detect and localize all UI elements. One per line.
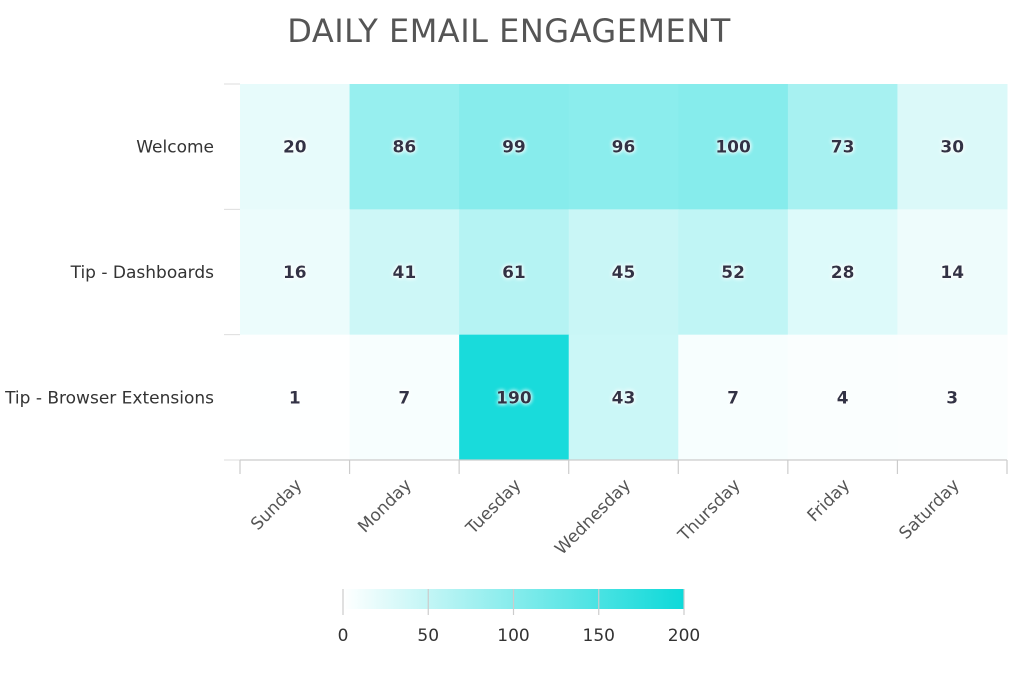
y-axis-label: Tip - Browser Extensions — [4, 388, 214, 408]
heatmap-cell — [787, 84, 898, 210]
colorbar-tick-label: 200 — [668, 626, 700, 646]
x-axis-label: Tuesday — [462, 475, 526, 539]
colorbar-tick-label: 50 — [417, 626, 439, 646]
x-axis-label: Monday — [354, 475, 416, 537]
colorbar-tick-label: 100 — [497, 626, 529, 646]
heatmap-cell — [349, 84, 460, 210]
heatmap-cell — [240, 209, 351, 336]
y-axis-label: Welcome — [136, 138, 214, 158]
y-axis-label: Tip - Dashboards — [70, 263, 215, 283]
chart-title: DAILY EMAIL ENGAGEMENT — [287, 12, 731, 50]
x-axis-label: Sunday — [247, 475, 306, 534]
heatmap-cell — [459, 209, 570, 336]
cell-value-label: 41 — [393, 263, 417, 283]
heatmap-cell — [568, 84, 679, 210]
heatmap-cell — [678, 84, 789, 210]
cell-value-label: 73 — [831, 138, 855, 158]
cell-value-label: 3 — [946, 388, 958, 408]
heatmap-cell — [459, 84, 570, 210]
heatmap-cell — [568, 209, 679, 336]
cell-value-label: 4 — [837, 388, 849, 408]
cell-value-label: 61 — [502, 263, 526, 283]
cell-value-label: 28 — [831, 263, 855, 283]
cell-value-label: 99 — [502, 138, 526, 158]
cell-value-label: 52 — [721, 263, 745, 283]
cell-value-label: 96 — [612, 138, 636, 158]
heatmap-cell — [240, 334, 351, 461]
heatmap-cell — [678, 209, 789, 336]
heatmap-cell — [349, 209, 460, 336]
heatmap-cell — [349, 334, 460, 461]
heatmap-cell — [240, 84, 351, 210]
cell-value-label: 190 — [496, 388, 532, 408]
x-axis-label: Wednesday — [551, 475, 635, 559]
cell-value-label: 45 — [612, 263, 636, 283]
cell-value-label: 20 — [283, 138, 307, 158]
cell-value-label: 14 — [940, 263, 964, 283]
cell-value-label: 100 — [715, 138, 751, 158]
cell-value-label: 1 — [289, 388, 301, 408]
cell-value-label: 7 — [398, 388, 410, 408]
heatmap-cell — [787, 334, 898, 461]
heatmap-cell — [459, 334, 570, 461]
cell-value-label: 86 — [393, 138, 417, 158]
heatmap-cell — [787, 209, 898, 336]
cell-value-label: 16 — [283, 263, 307, 283]
x-axis-label: Thursday — [674, 475, 745, 546]
colorbar-tick-label: 150 — [583, 626, 615, 646]
colorbar-tick-label: 0 — [338, 626, 349, 646]
x-axis-label: Friday — [804, 475, 855, 526]
cell-value-label: 43 — [612, 388, 636, 408]
heatmap-cell — [678, 334, 789, 461]
x-axis-label: Saturday — [895, 475, 963, 543]
heatmap-cell — [897, 209, 1008, 336]
heatmap-cell — [568, 334, 679, 461]
cell-value-label: 7 — [727, 388, 739, 408]
heatmap-cell — [897, 334, 1008, 461]
heatmap-cell — [897, 84, 1008, 210]
cell-value-label: 30 — [940, 138, 964, 158]
